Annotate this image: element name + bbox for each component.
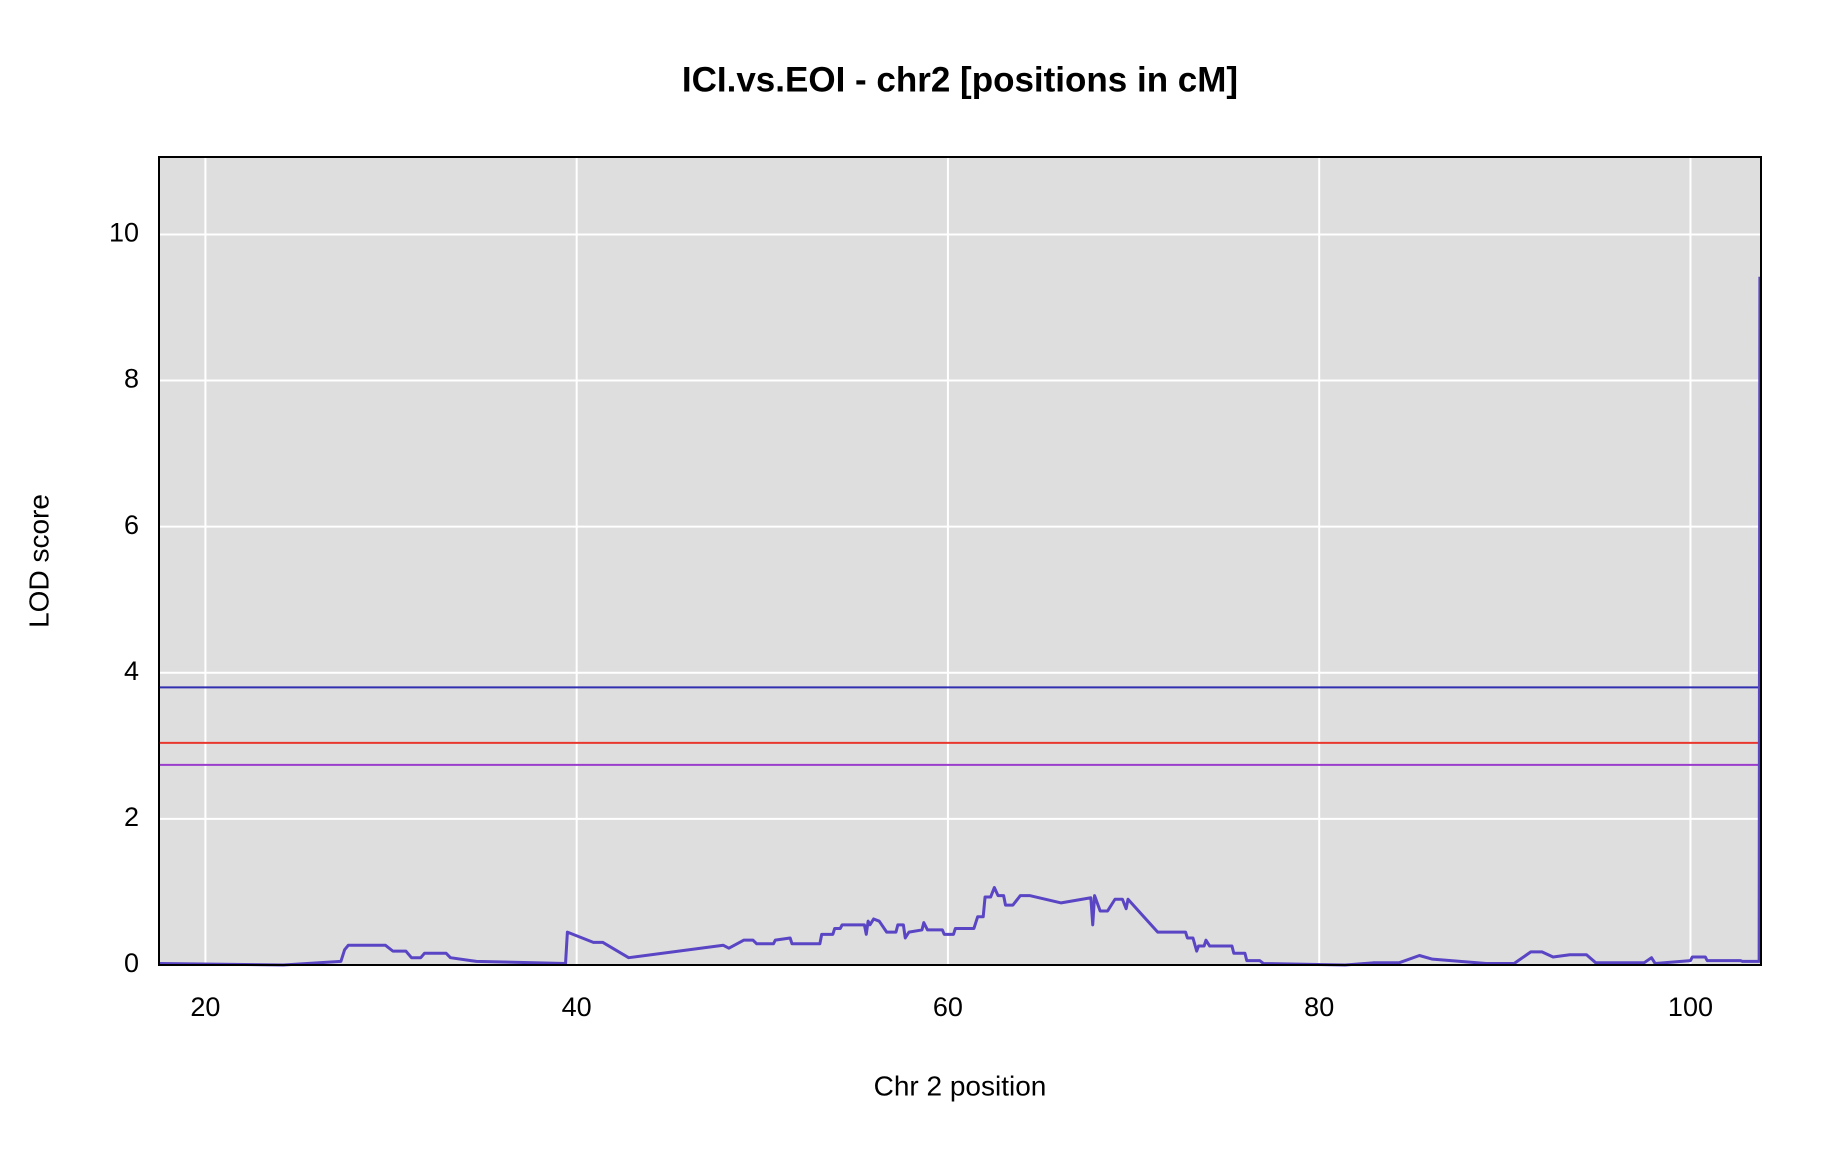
x-tick-label: 20 xyxy=(190,992,220,1022)
x-tick-label: 80 xyxy=(1304,992,1334,1022)
plot-border xyxy=(158,156,1762,966)
y-axis-title: LOD score xyxy=(23,494,54,628)
x-tick-label: 100 xyxy=(1668,992,1713,1022)
y-tick-label: 0 xyxy=(124,948,139,978)
lod-line xyxy=(158,276,1762,967)
plot-background xyxy=(159,157,1761,965)
y-tick-label: 2 xyxy=(124,802,139,832)
y-tick-label: 10 xyxy=(109,218,139,248)
x-tick-label: 60 xyxy=(933,992,963,1022)
x-tick-label: 40 xyxy=(562,992,592,1022)
chart-title: ICI.vs.EOI - chr2 [positions in cM] xyxy=(682,60,1238,99)
y-tick-label: 4 xyxy=(124,656,139,686)
y-tick-label: 6 xyxy=(124,510,139,540)
y-tick-label: 8 xyxy=(124,364,139,394)
x-axis-title: Chr 2 position xyxy=(874,1070,1047,1101)
